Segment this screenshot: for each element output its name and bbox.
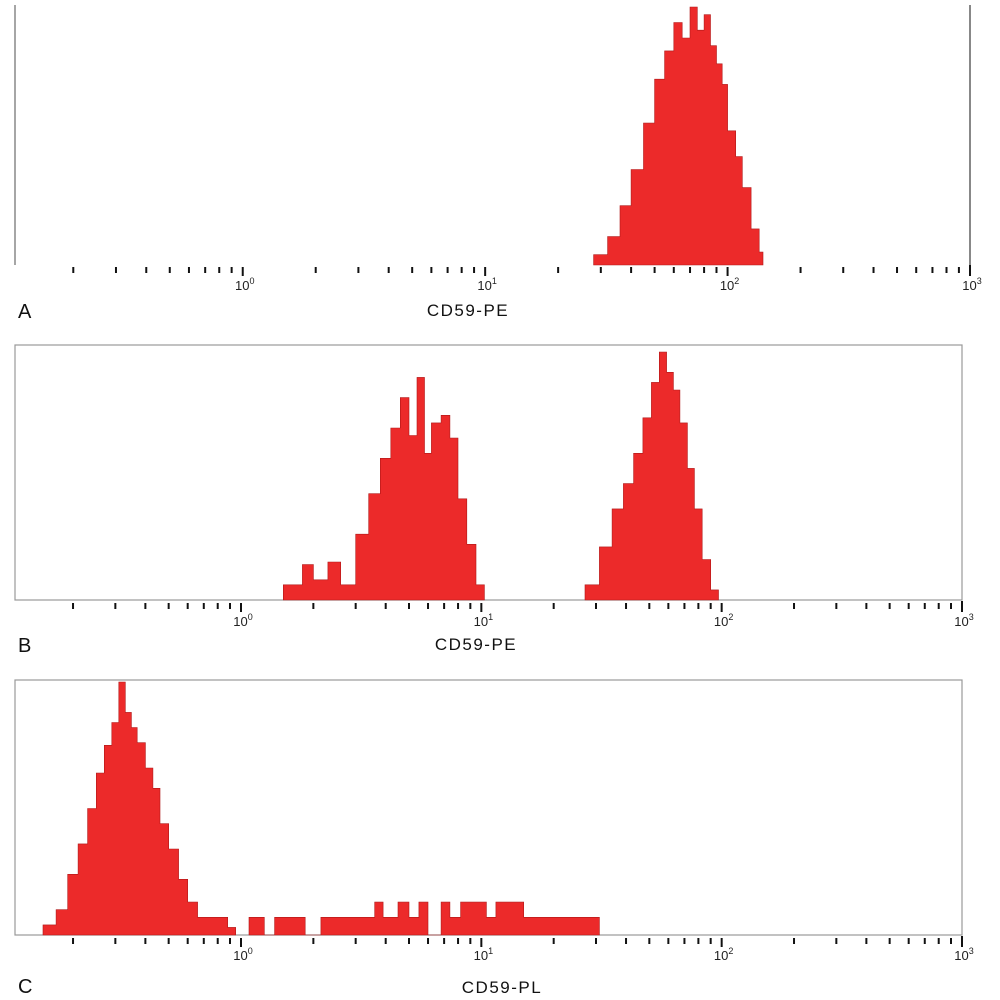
histogram-panel-b: 100 101 102 103 B CD59-PE	[14, 344, 974, 657]
histogram-series-1	[42, 681, 236, 936]
histogram-series-1	[593, 6, 764, 266]
x-tick-label: 102	[720, 276, 739, 293]
x-tick-label: 100	[233, 612, 252, 629]
panel-letter: B	[18, 635, 31, 657]
histogram-panel-a: 100 101 102 103 A CD59-PE	[14, 5, 982, 323]
histogram-series-2	[248, 901, 600, 936]
x-tick-label: 100	[233, 946, 252, 963]
x-tick-label: 100	[235, 276, 254, 293]
x-tick-label: 103	[954, 612, 973, 629]
plot-frame	[14, 344, 963, 601]
panel-letter: A	[18, 301, 32, 323]
x-tick-label: 103	[954, 946, 973, 963]
x-axis-title: CD59-PL	[462, 978, 542, 997]
panel-letter: C	[18, 976, 32, 998]
x-tick-label: 102	[714, 612, 733, 629]
x-tick-label: 102	[714, 946, 733, 963]
x-tick-label: 101	[474, 946, 493, 963]
x-axis-title: CD59-PE	[427, 301, 509, 320]
histogram-series-1	[283, 377, 485, 601]
x-tick-label: 101	[477, 276, 496, 293]
histogram-series-2	[584, 351, 719, 601]
histogram-panel-c: 100 101 102 103 C CD59-PL	[14, 679, 974, 998]
x-axis-title: CD59-PE	[435, 635, 517, 654]
x-tick-label: 103	[962, 276, 981, 293]
x-tick-label: 101	[474, 612, 493, 629]
